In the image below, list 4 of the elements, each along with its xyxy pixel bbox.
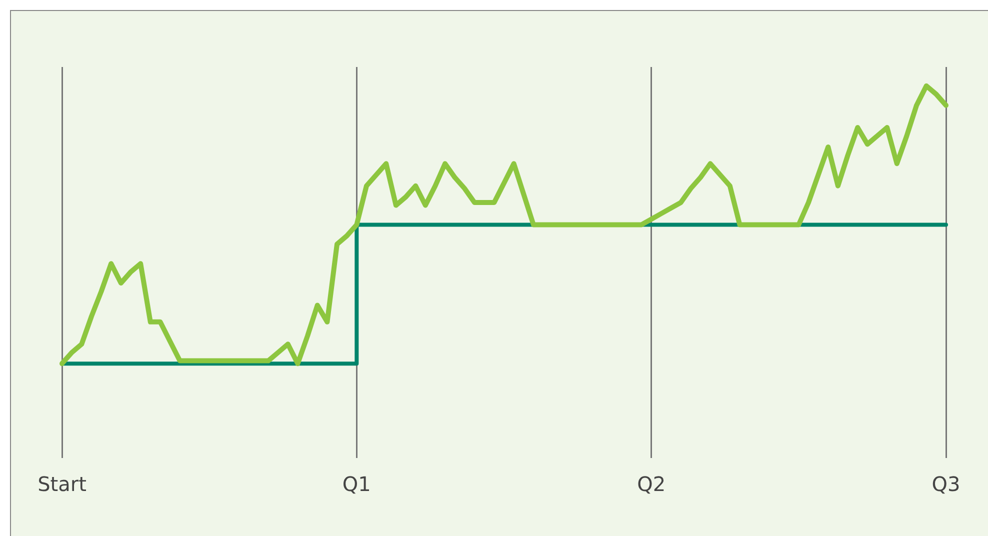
x-tick-label: Q1: [342, 472, 371, 496]
x-tick-label: Start: [38, 472, 87, 496]
x-tick-label: Q2: [637, 472, 666, 496]
x-tick-label: Q3: [932, 472, 960, 496]
